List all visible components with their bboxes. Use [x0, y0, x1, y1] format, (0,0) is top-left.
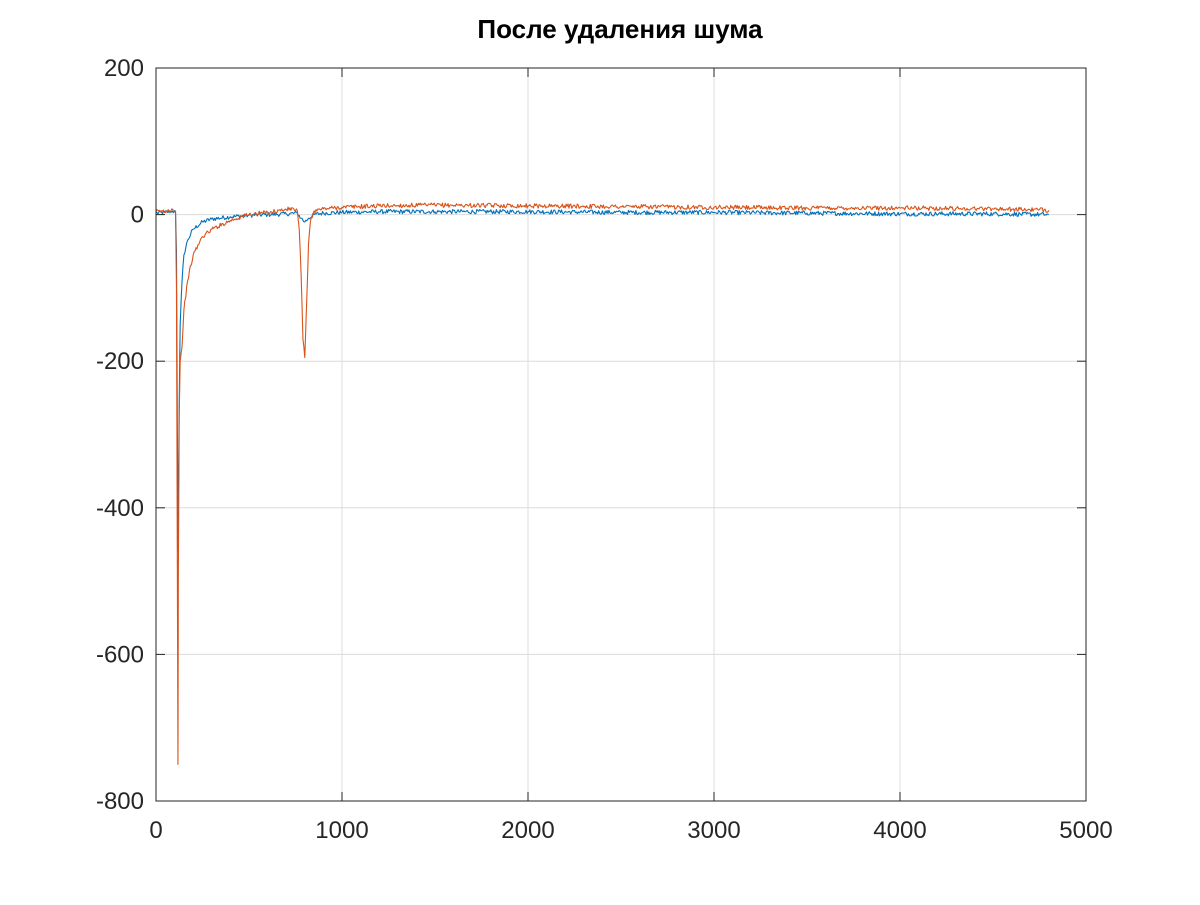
axes-box [155, 67, 1087, 802]
x-tick-label: 4000 [873, 817, 926, 844]
y-tick-label: 0 [131, 202, 144, 229]
y-tick-label: -400 [96, 495, 144, 522]
y-tick-label: 200 [104, 55, 144, 82]
x-tick-label: 2000 [501, 817, 554, 844]
chart-title: После удаления шума [477, 14, 763, 44]
series-line-2 [155, 202, 1050, 765]
y-tick-label: -600 [96, 641, 144, 668]
x-tick-label: 0 [149, 817, 162, 844]
x-tick-label: 3000 [687, 817, 740, 844]
x-tick-label: 1000 [315, 817, 368, 844]
y-tick-label: -800 [96, 788, 144, 815]
x-tick-label: 5000 [1059, 817, 1112, 844]
y-tick-label: -200 [96, 348, 144, 375]
series-line-1 [155, 208, 1050, 553]
